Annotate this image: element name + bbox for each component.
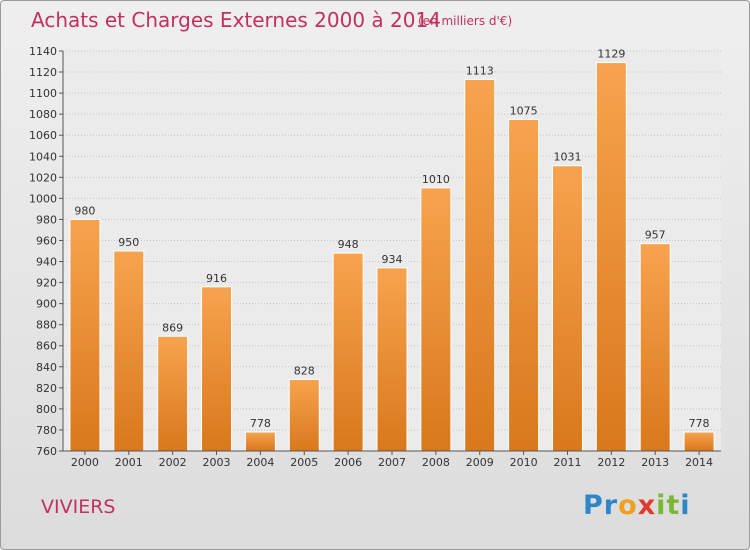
bar-value-label: 778 [250,417,271,430]
x-tick-label: 2000 [71,456,99,469]
bar [683,431,715,452]
bar [288,378,320,452]
city-label: VIVIERS [41,496,116,518]
bar-value-label: 1113 [466,64,494,77]
logo-letter: i [656,490,667,521]
y-tick-label: 980 [36,213,57,226]
bar [244,431,276,452]
y-tick-label: 880 [36,319,57,332]
x-tick-label: 2005 [290,456,318,469]
y-tick-label: 1020 [29,171,57,184]
x-tick-label: 2007 [378,456,406,469]
y-tick-label: 1000 [29,192,57,205]
chart-subtitle: (en milliers d'€) [418,14,513,28]
bar [376,267,408,452]
bar-value-label: 1031 [553,151,581,164]
bar-value-label: 934 [382,253,403,266]
bar-value-label: 1129 [597,48,625,61]
x-tick-label: 2011 [553,456,581,469]
y-tick-label: 1140 [29,45,57,58]
y-tick-label: 1060 [29,129,57,142]
y-tick-label: 1080 [29,108,57,121]
x-tick-label: 2014 [685,456,713,469]
bar [201,286,233,452]
bar-value-label: 916 [206,272,227,285]
bar [157,335,189,452]
bar [113,250,145,452]
x-tick-label: 2004 [246,456,274,469]
bar [332,252,364,452]
y-tick-label: 840 [36,361,57,374]
bar-value-label: 948 [338,238,359,251]
logo-letter: t [666,490,681,521]
bar-value-label: 778 [689,417,710,430]
x-tick-label: 2008 [422,456,450,469]
bar [508,118,540,452]
x-tick-label: 2006 [334,456,362,469]
bar-value-label: 1010 [422,173,450,186]
bar-value-label: 828 [294,364,315,377]
bar [595,62,627,452]
x-tick-label: 2010 [510,456,538,469]
y-tick-label: 940 [36,256,57,269]
x-tick-label: 2009 [466,456,494,469]
bar-value-label: 869 [162,321,183,334]
logo-letter: x [637,490,657,521]
bar-value-label: 957 [645,229,666,242]
chart-title: Achats et Charges Externes 2000 à 2014 [31,8,441,32]
y-tick-label: 960 [36,234,57,247]
bar-value-label: 950 [118,236,139,249]
y-tick-label: 820 [36,382,57,395]
bar [420,187,452,452]
bar [69,218,101,452]
x-tick-label: 2001 [115,456,143,469]
logo-letter: o [618,490,638,521]
logo-letter: r [603,490,619,521]
x-tick-label: 2012 [597,456,625,469]
bar [551,165,583,452]
y-tick-label: 1100 [29,87,57,100]
y-tick-label: 860 [36,340,57,353]
bar-value-label: 980 [74,204,95,217]
y-tick-label: 1040 [29,150,57,163]
x-tick-label: 2013 [641,456,669,469]
logo-letter: P [583,490,604,521]
logo-letter: i [680,490,691,521]
y-tick-label: 1120 [29,66,57,79]
y-tick-label: 800 [36,403,57,416]
y-tick-label: 920 [36,277,57,290]
bar [639,243,671,452]
proxiti-logo: Proxiti [583,490,691,521]
y-tick-label: 760 [36,445,57,458]
bar-value-label: 1075 [510,104,538,117]
y-tick-label: 900 [36,298,57,311]
x-tick-label: 2003 [203,456,231,469]
y-tick-label: 780 [36,424,57,437]
bar [464,78,496,452]
x-tick-label: 2002 [159,456,187,469]
